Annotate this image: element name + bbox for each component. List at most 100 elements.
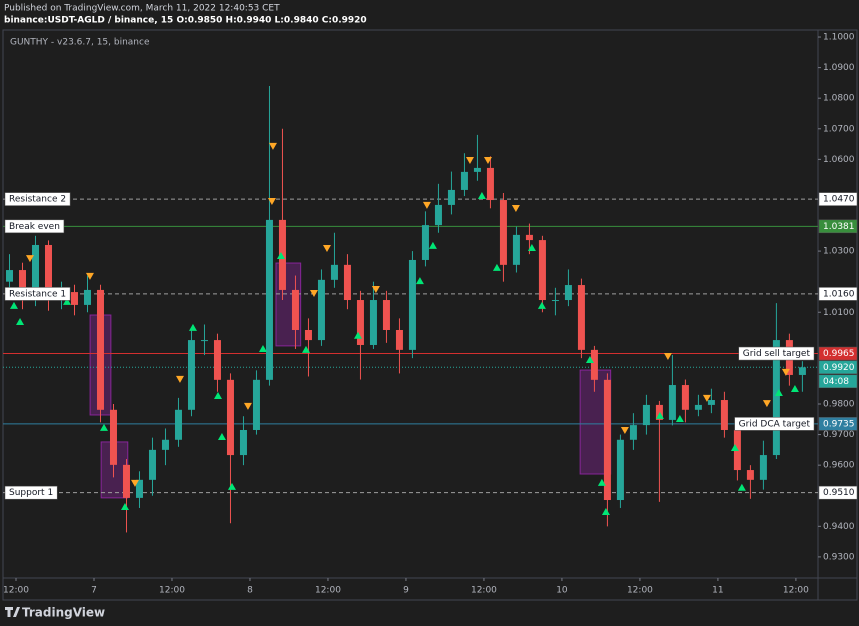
y-tick-label: 1.0100: [823, 308, 855, 318]
x-tick-label: 12:00: [315, 586, 341, 596]
countdown: 04:08: [823, 377, 849, 387]
level-name: Grid sell target: [743, 349, 811, 359]
candle-body: [421, 225, 429, 260]
candle-body: [616, 439, 624, 501]
candle-body: [356, 300, 364, 345]
candle-body: [83, 289, 91, 305]
last-price: 0.9920: [823, 363, 855, 373]
x-tick-label: 12:00: [159, 586, 185, 596]
indicator-label: GUNTHY - v23.6.7, 15, binance: [10, 38, 150, 48]
candle-body: [746, 470, 754, 480]
candle-body: [5, 270, 13, 282]
y-tick-label: 0.9600: [823, 461, 855, 471]
level-price-box: [818, 287, 858, 301]
candle-body: [577, 285, 585, 350]
sell-signal: [322, 245, 331, 253]
buy-signal: [63, 297, 72, 305]
buy-signal: [655, 411, 664, 419]
candle-body: [148, 449, 156, 480]
sell-signal: [130, 479, 139, 487]
x-tick-label: 11: [712, 586, 723, 596]
level-name: Support 1: [9, 488, 53, 498]
sell-signal: [465, 156, 474, 164]
level-name-box: [738, 346, 815, 361]
sell-signal: [483, 156, 492, 164]
level-price-group: 1.0470: [818, 192, 858, 206]
buy-signal: [601, 507, 610, 515]
candle-body: [707, 400, 715, 405]
level-price: 1.0160: [823, 289, 855, 299]
y-tick-label: 1.0700: [823, 124, 855, 134]
y-tick-label: 1.0900: [823, 63, 855, 73]
candle-body: [174, 409, 182, 440]
last-price-group: 0.9920: [818, 360, 858, 375]
sell-signal: [309, 289, 318, 297]
candle-body: [642, 404, 650, 426]
buy-signal: [492, 263, 501, 271]
candle-body: [564, 285, 572, 301]
candle-body: [447, 189, 455, 205]
candle-body: [551, 300, 559, 302]
x-tick-label: 12:00: [627, 586, 653, 596]
level-name: Grid DCA target: [739, 419, 811, 429]
level-price-box: [818, 346, 858, 361]
y-tick-label: 0.9400: [823, 522, 855, 532]
buy-signal: [415, 277, 424, 285]
buy-signal: [188, 323, 197, 331]
candle-body: [343, 264, 351, 301]
level-price-box: [818, 192, 858, 206]
level-price-group: 0.9965: [818, 346, 858, 361]
candle-body: [44, 244, 52, 301]
sell-signal: [702, 394, 711, 402]
y-tick-label: 1.1000: [823, 33, 855, 43]
candle-body: [434, 204, 442, 226]
level-price-box: [818, 219, 858, 234]
buy-signal: [597, 478, 606, 486]
buy-signal: [585, 355, 594, 363]
level-price: 0.9965: [823, 349, 855, 359]
candle-body: [655, 404, 663, 420]
candle-body: [226, 379, 234, 456]
level-name: Break even: [9, 222, 60, 232]
x-tick-label: 10: [556, 586, 568, 596]
candle-body: [369, 300, 377, 345]
level-name-box: [4, 192, 71, 206]
sell-signal: [511, 204, 520, 212]
x-tick-label: 12:00: [3, 586, 29, 596]
level-name-box: [4, 485, 58, 500]
published-note: Published on TradingView.com, March 11, …: [4, 4, 280, 14]
candle-body: [304, 329, 312, 341]
candle-body: [31, 244, 39, 301]
level-price-box: [818, 485, 858, 500]
level-name-group: Resistance 2: [4, 192, 71, 206]
candle-body: [187, 340, 195, 410]
candle-body: [538, 240, 546, 301]
candle-body: [96, 289, 104, 410]
buy-signal: [737, 483, 746, 491]
sell-signal: [175, 375, 184, 383]
level-name-group: Grid sell target: [738, 346, 815, 361]
candle-body: [668, 385, 676, 420]
level-price: 0.9735: [823, 419, 855, 429]
candle-body: [486, 167, 494, 201]
candle-body: [590, 349, 598, 380]
level-price-group: 0.9735: [818, 417, 858, 431]
buy-signal: [99, 423, 108, 431]
candle-body: [408, 259, 416, 350]
level-price: 1.0381: [823, 222, 855, 232]
candle-body: [681, 385, 689, 410]
x-tick-label: 12:00: [783, 586, 809, 596]
buy-signal: [790, 385, 799, 393]
sell-signal: [85, 272, 94, 280]
candle-body: [239, 429, 247, 456]
sell-signal: [371, 286, 380, 294]
buy-signal: [258, 344, 267, 352]
y-tick-label: 0.9700: [823, 430, 855, 440]
candle-body: [122, 464, 130, 498]
y-tick-label: 1.0600: [823, 155, 855, 165]
candle-body: [109, 409, 117, 465]
candle-body: [759, 455, 767, 480]
candle-body: [317, 279, 325, 341]
buy-signal: [120, 503, 129, 511]
y-tick-label: 0.9300: [823, 552, 855, 562]
